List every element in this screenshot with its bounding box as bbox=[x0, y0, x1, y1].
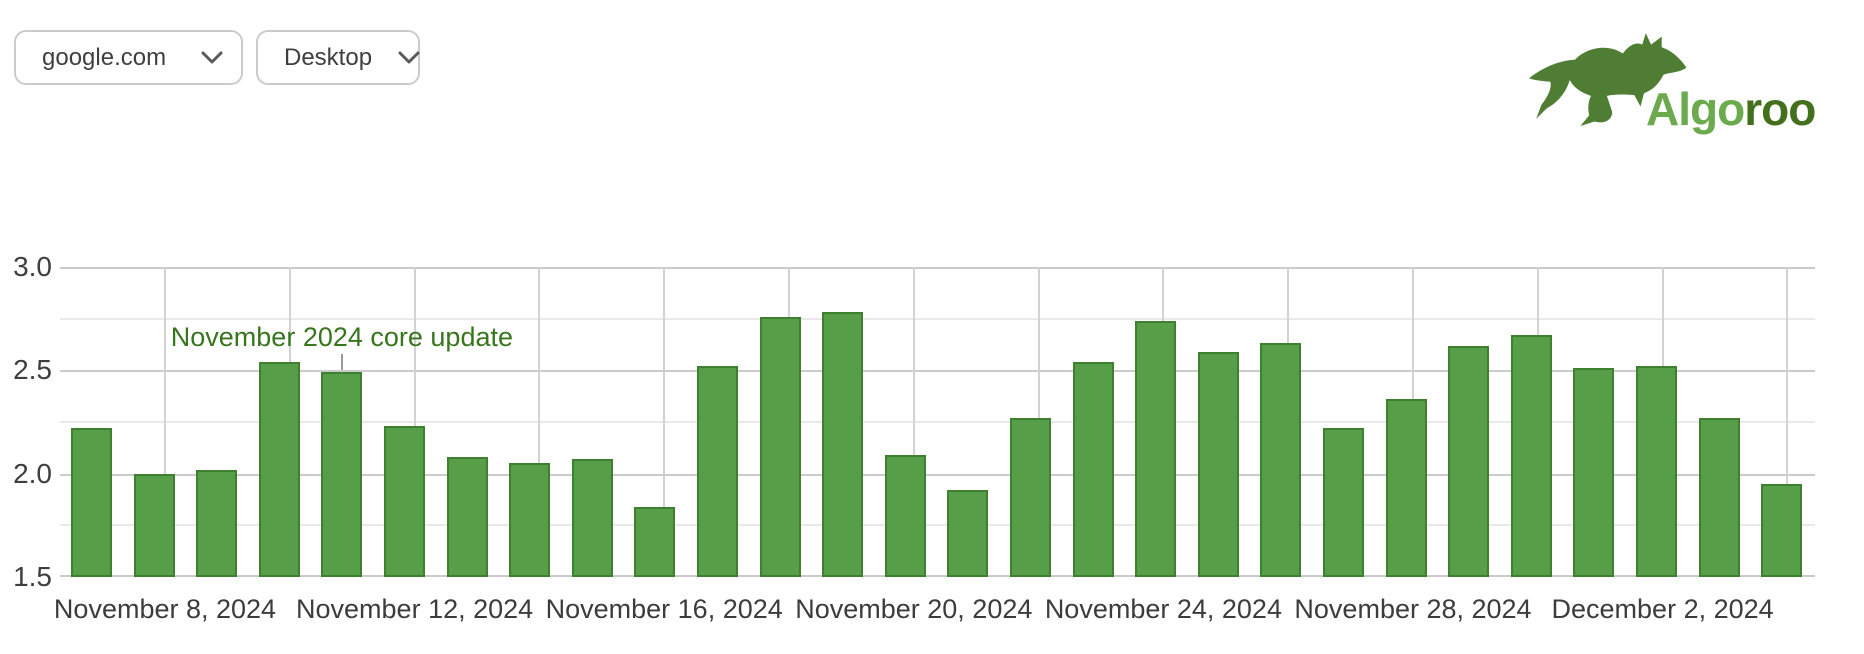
bar-2024-11-22[interactable] bbox=[1010, 417, 1051, 577]
gridline-minor bbox=[60, 421, 1815, 423]
bar-2024-12-03[interactable] bbox=[1698, 417, 1740, 577]
bar-2024-11-10[interactable] bbox=[258, 362, 300, 577]
bar-2024-11-20[interactable] bbox=[884, 455, 926, 577]
gridline-major bbox=[60, 267, 1815, 269]
bar-2024-11-17[interactable] bbox=[697, 366, 738, 577]
bar-2024-11-13[interactable] bbox=[446, 457, 488, 577]
bar-2024-12-02[interactable] bbox=[1636, 366, 1677, 577]
bar-2024-11-11[interactable] bbox=[321, 372, 363, 577]
bar-2024-12-01[interactable] bbox=[1573, 368, 1615, 577]
gridline-minor bbox=[60, 317, 1815, 320]
kangaroo-icon bbox=[1529, 33, 1687, 126]
y-tick-1.5: 1.5 bbox=[13, 561, 52, 592]
bar-2024-11-14[interactable] bbox=[509, 463, 551, 577]
gridline-major bbox=[60, 575, 1815, 577]
x-tick-6: November 28, 2024 bbox=[1294, 594, 1532, 624]
bar-2024-11-18[interactable] bbox=[759, 316, 801, 577]
bar-2024-11-24[interactable] bbox=[1135, 320, 1177, 577]
bar-2024-11-15[interactable] bbox=[571, 459, 613, 577]
x-tick-1: November 8, 2024 bbox=[53, 594, 277, 624]
volatility-chart: November 2024 core update bbox=[60, 267, 1815, 577]
annotation-core-update: November 2024 core update bbox=[170, 322, 514, 353]
bar-2024-11-12[interactable] bbox=[384, 426, 425, 577]
bar-2024-11-19[interactable] bbox=[822, 312, 864, 577]
y-tick-2.5: 2.5 bbox=[13, 354, 52, 386]
algoroo-logo[interactable]: Algoroo bbox=[1516, 24, 1852, 136]
bar-2024-11-25[interactable] bbox=[1197, 351, 1239, 577]
bar-2024-11-29[interactable] bbox=[1448, 345, 1490, 577]
x-tick-4: November 20, 2024 bbox=[795, 594, 1033, 624]
device-select-value: Desktop bbox=[284, 43, 373, 71]
x-tick-5: November 24, 2024 bbox=[1044, 594, 1282, 624]
bar-2024-11-16[interactable] bbox=[634, 506, 676, 577]
logo-text-algo: Algo bbox=[1646, 83, 1745, 135]
y-tick-3.0: 3.0 bbox=[13, 251, 52, 282]
bar-2024-11-21[interactable] bbox=[947, 490, 989, 577]
device-select[interactable]: Desktop bbox=[256, 30, 420, 85]
bar-2024-11-30[interactable] bbox=[1510, 335, 1552, 577]
bar-2024-11-07[interactable] bbox=[71, 428, 112, 577]
bar-2024-11-23[interactable] bbox=[1072, 362, 1114, 577]
gridline-vertical bbox=[538, 267, 541, 577]
x-tick-2: November 12, 2024 bbox=[296, 594, 534, 624]
gridline-vertical bbox=[1786, 267, 1789, 577]
gridline-vertical bbox=[912, 267, 915, 577]
site-select-value: google.com bbox=[42, 43, 167, 71]
logo-wordmark: Algoroo bbox=[1646, 82, 1816, 136]
x-tick-7: December 2, 2024 bbox=[1551, 594, 1774, 624]
gridline-minor bbox=[60, 524, 1815, 527]
bar-2024-11-08[interactable] bbox=[133, 473, 175, 577]
chevron-down-icon bbox=[201, 51, 223, 65]
y-tick-2.0: 2.0 bbox=[13, 457, 52, 489]
bar-2024-11-26[interactable] bbox=[1260, 343, 1302, 577]
logo-text-roo: roo bbox=[1744, 83, 1816, 135]
gridline-vertical bbox=[164, 267, 166, 577]
gridline-major bbox=[60, 370, 1815, 373]
bar-2024-11-09[interactable] bbox=[196, 469, 238, 577]
gridline-major bbox=[60, 473, 1815, 476]
bar-2024-11-28[interactable] bbox=[1385, 399, 1427, 577]
gridline-vertical bbox=[663, 267, 666, 577]
annotation-stem bbox=[340, 354, 343, 371]
gridline-vertical bbox=[413, 267, 416, 577]
site-select[interactable]: google.com bbox=[14, 30, 243, 85]
x-tick-3: November 16, 2024 bbox=[545, 594, 783, 624]
bar-2024-11-27[interactable] bbox=[1323, 428, 1364, 577]
chevron-down-icon bbox=[398, 51, 420, 65]
bar-2024-12-04[interactable] bbox=[1761, 484, 1803, 577]
